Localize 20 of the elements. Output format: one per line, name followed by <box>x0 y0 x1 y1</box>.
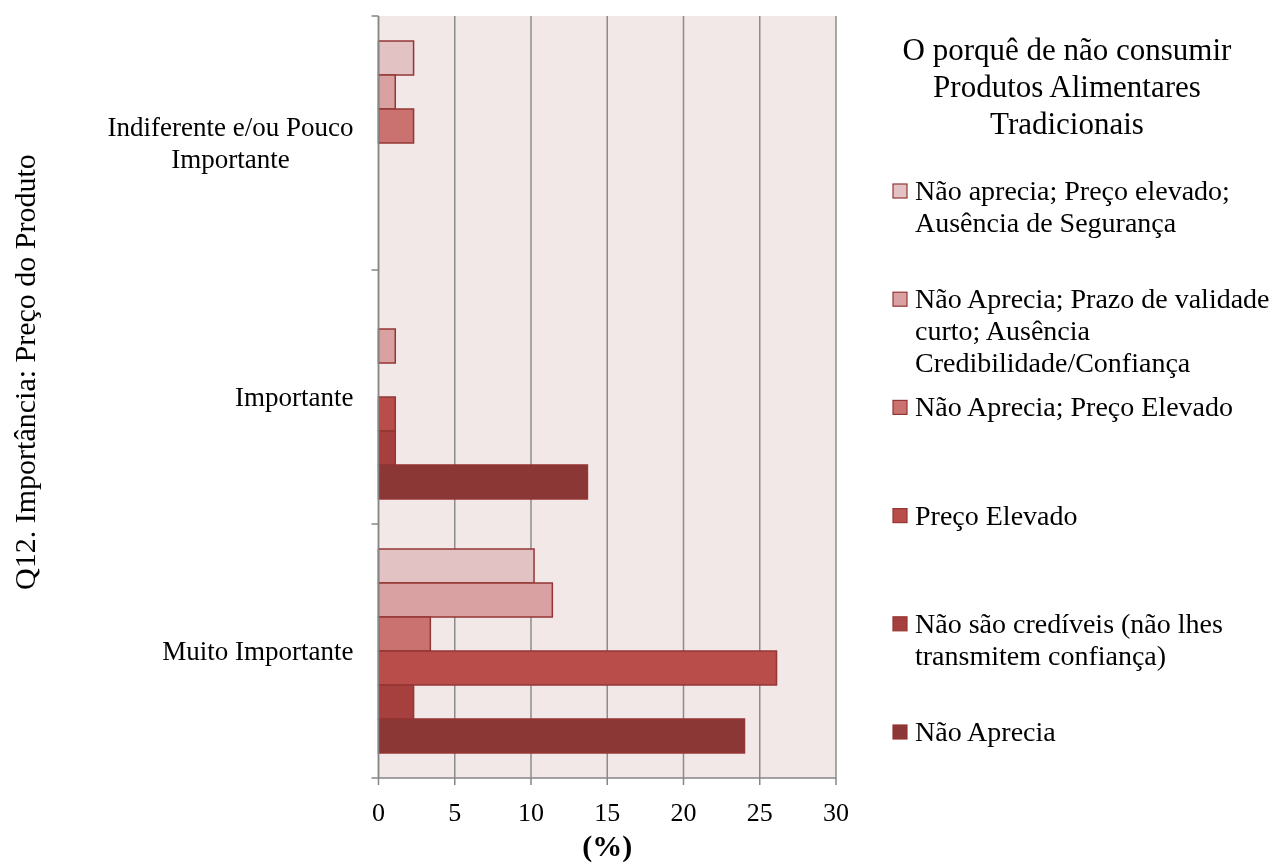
y-tick-label: Muito Importante <box>162 636 354 666</box>
x-tick-label: 10 <box>518 798 544 827</box>
x-tick-label: 0 <box>372 798 385 827</box>
x-tick-label: 5 <box>448 798 462 827</box>
legend-title: O porquê de não consumir Produtos Alimentares Tradicionais <box>902 32 1233 141</box>
legend-label: Não são credíveis (não lhes transmitem confiança) <box>915 607 1223 671</box>
x-tick-label: 30 <box>823 798 849 827</box>
x-tick-label: 25 <box>746 798 773 827</box>
legend-label: Não Aprecia; Preço Elevado <box>915 391 1233 423</box>
y-tick-label: Indiferente e/ou Pouco Importante <box>107 112 354 174</box>
legend-label: Preço Elevado <box>915 499 1078 531</box>
legend-label: Não aprecia; Preço elevado; Ausência de Segurança <box>915 175 1230 238</box>
legend-label: Não Aprecia; Prazo de validade curto; Ausência Credibilidade/Confiança <box>915 283 1270 379</box>
bar <box>377 328 397 364</box>
y-tick-label: Importante <box>235 382 354 412</box>
x-tick-label: 15 <box>594 798 621 827</box>
x-tick-label: 20 <box>670 798 697 827</box>
legend-label: Não Aprecia <box>915 716 1057 747</box>
x-axis-title: (%) <box>582 829 633 863</box>
y-axis-title: Q12. Importância: Preço do Produto <box>8 154 41 590</box>
